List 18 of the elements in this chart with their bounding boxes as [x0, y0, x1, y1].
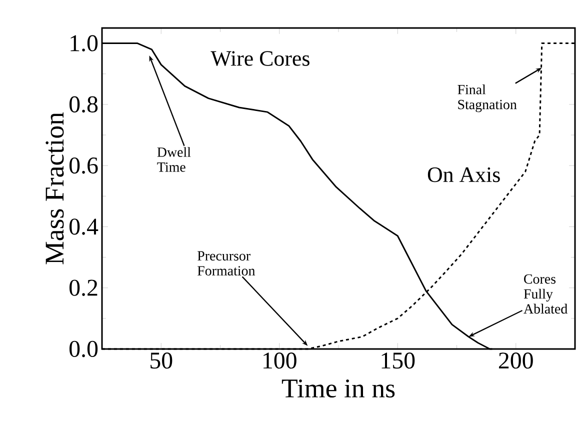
y-axis-title: Mass Fraction	[46, 112, 64, 264]
y-tick-label: 0.4	[70, 218, 98, 235]
annotation: Final Stagnation	[458, 84, 517, 112]
x-tick-label: 200	[498, 352, 533, 369]
x-tick-label: 50	[150, 352, 172, 369]
annotation: Cores Fully Ablated	[524, 274, 568, 314]
x-tick-label: 150	[382, 352, 415, 369]
series-label: Wire Cores	[210, 51, 310, 66]
y-tick-label: 0.8	[70, 96, 98, 113]
series-label: On Axis	[428, 167, 500, 182]
x-tick-label: 100	[264, 352, 296, 369]
annotation: Precursor Formation	[198, 251, 256, 276]
x-axis-title: Time in ns	[282, 379, 395, 398]
y-tick-label: 0.0	[70, 340, 98, 358]
annotation: Dwell Time	[157, 147, 191, 172]
y-tick-label: 1.0	[70, 35, 98, 52]
y-tick-label: 0.2	[70, 280, 98, 296]
y-tick-label: 0.6	[70, 157, 98, 174]
